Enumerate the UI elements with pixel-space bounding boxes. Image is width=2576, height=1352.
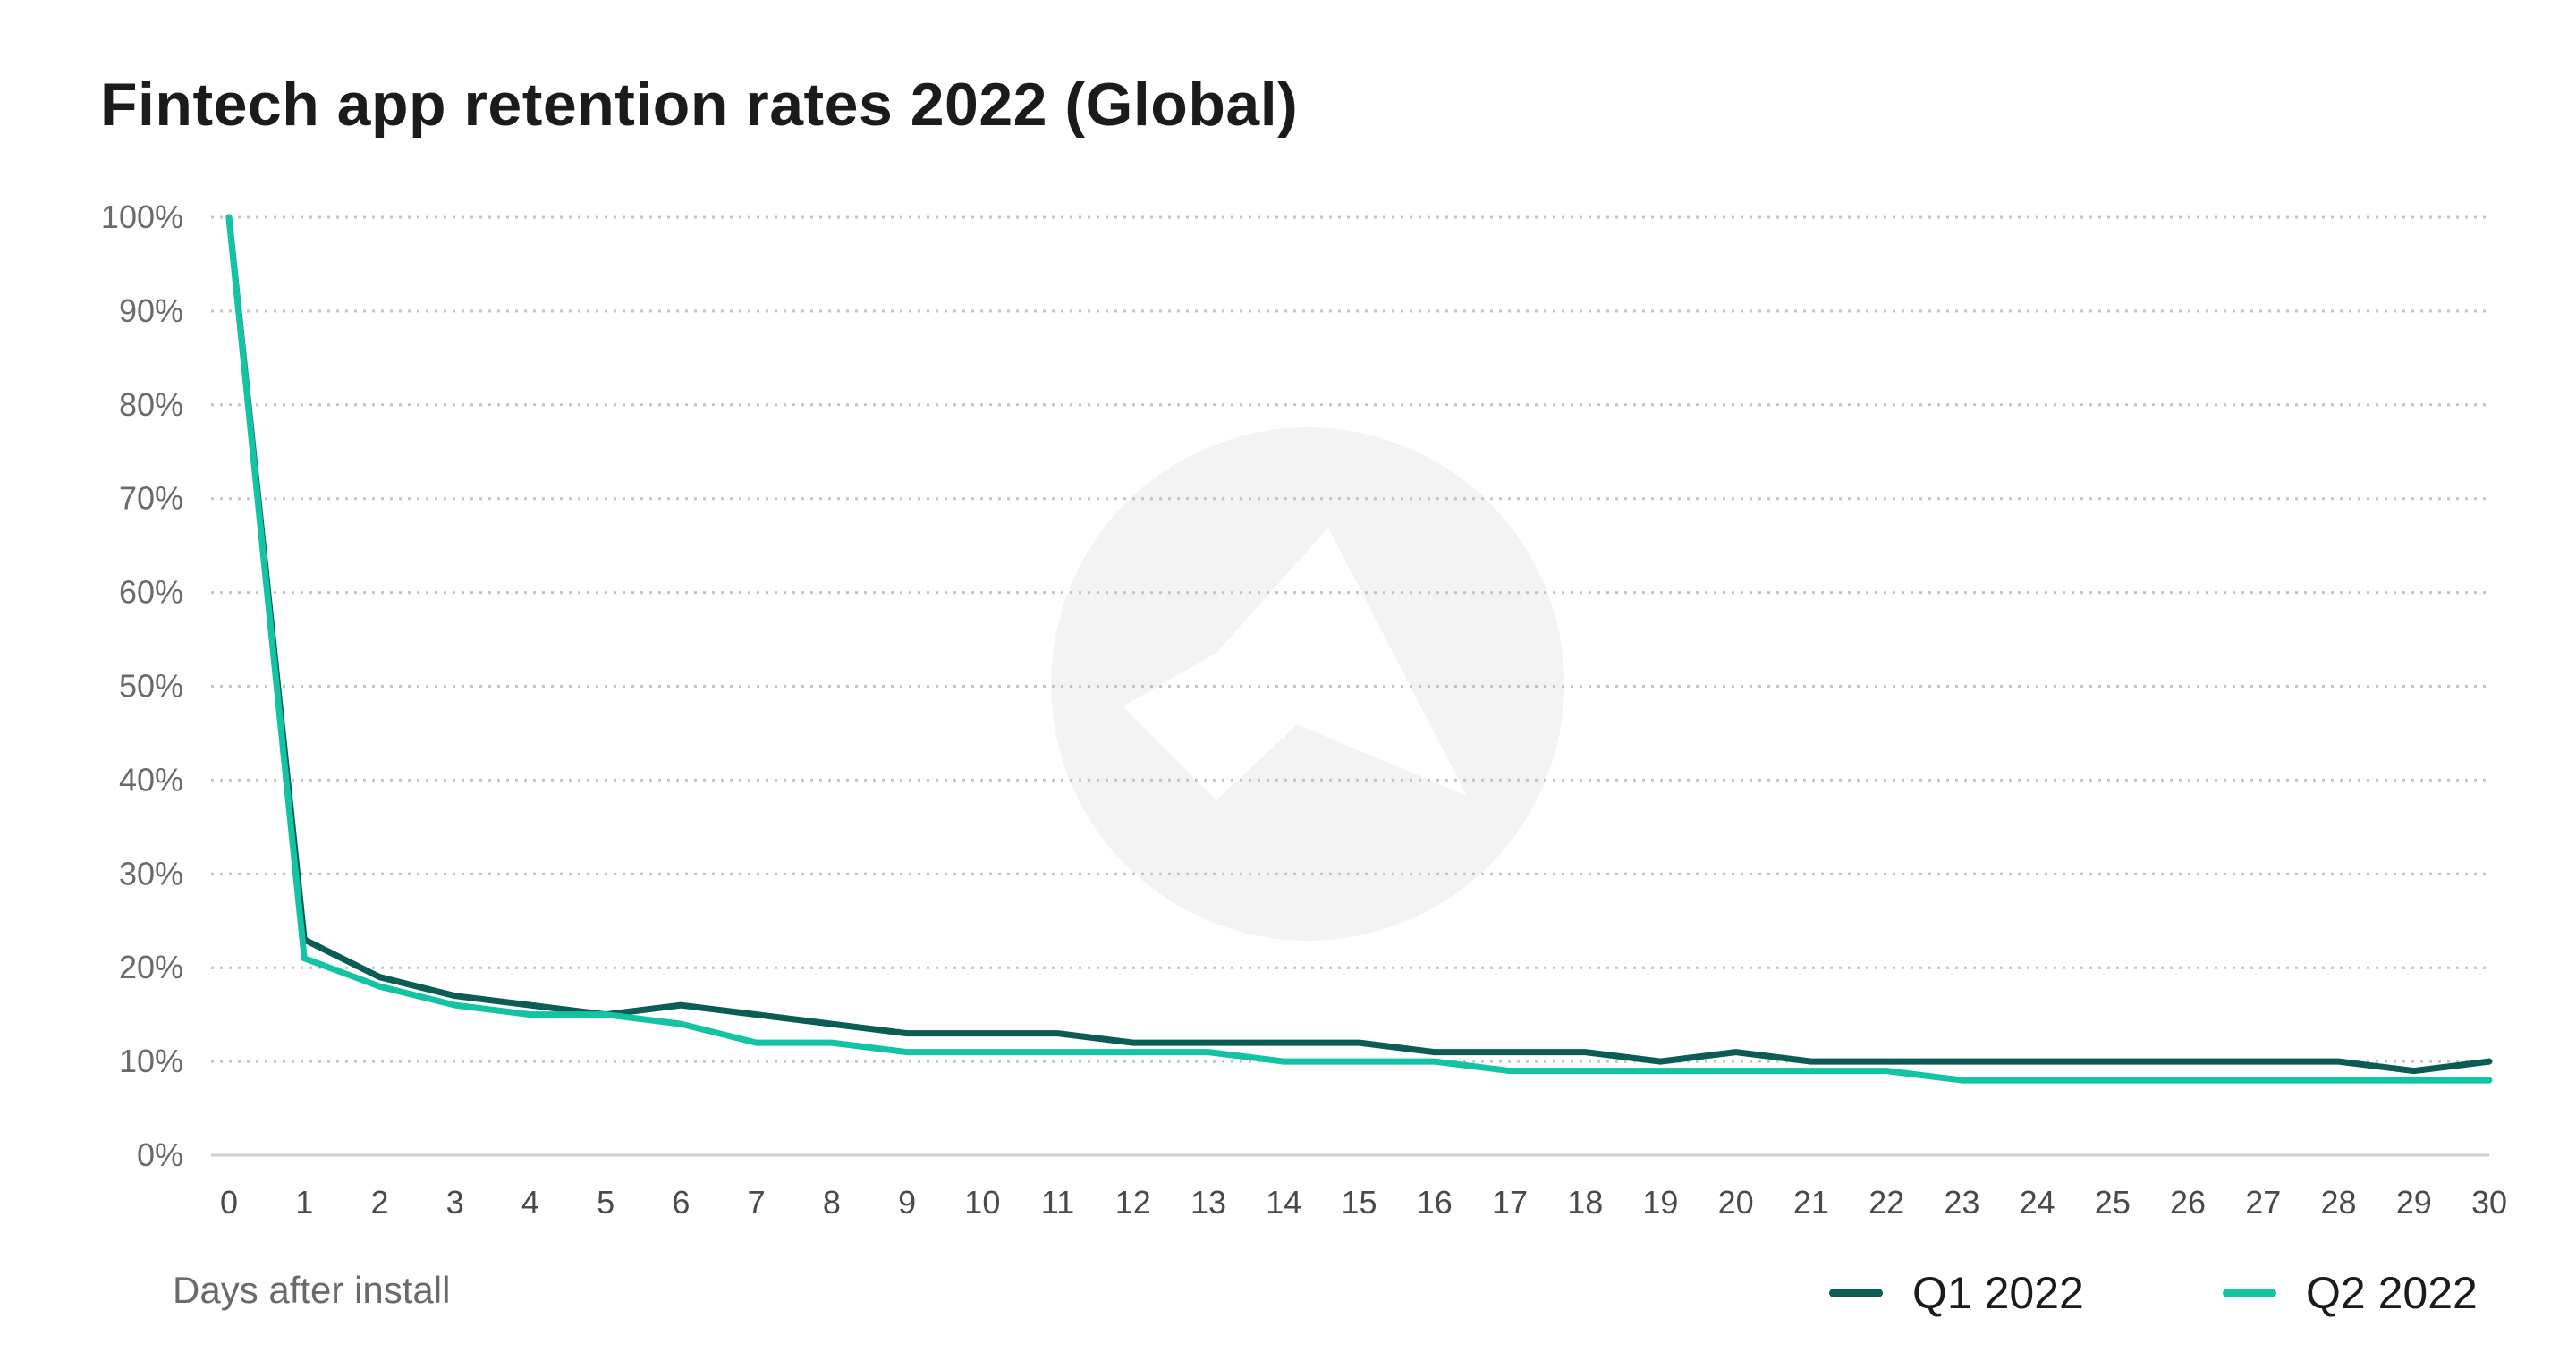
y-axis-ticks: 0% 10% 20% 30% 40% 50% 60% 70% 80% 90% 100% (101, 199, 183, 1173)
x-tick-label: 11 (1041, 1184, 1074, 1221)
x-tick-label: 0 (220, 1184, 238, 1221)
x-tick-label: 26 (2170, 1184, 2206, 1221)
x-tick-label: 13 (1191, 1184, 1226, 1221)
y-tick-label: 40% (119, 761, 183, 798)
x-tick-label: 9 (898, 1184, 916, 1221)
x-tick-label: 17 (1492, 1184, 1528, 1221)
chart-title: Fintech app retention rates 2022 (Global… (100, 71, 1299, 139)
x-tick-label: 27 (2245, 1184, 2281, 1221)
x-tick-label: 30 (2471, 1184, 2507, 1221)
y-tick-label: 20% (119, 949, 183, 985)
y-tick-label: 100% (101, 199, 183, 235)
legend: Q1 2022 Q2 2022 (1829, 1268, 2478, 1318)
x-tick-label: 10 (964, 1184, 1000, 1221)
x-tick-label: 14 (1266, 1184, 1301, 1221)
x-tick-label: 22 (1868, 1184, 1904, 1221)
y-tick-label: 70% (119, 480, 183, 517)
y-tick-label: 80% (119, 386, 183, 423)
x-tick-label: 25 (2095, 1184, 2131, 1221)
y-tick-label: 10% (119, 1043, 183, 1079)
x-tick-label: 2 (370, 1184, 388, 1221)
y-tick-label: 60% (119, 574, 183, 611)
x-tick-label: 18 (1567, 1184, 1603, 1221)
x-tick-label: 15 (1341, 1184, 1377, 1221)
x-tick-label: 21 (1793, 1184, 1829, 1221)
x-tick-label: 12 (1115, 1184, 1151, 1221)
x-tick-label: 3 (446, 1184, 464, 1221)
x-tick-label: 6 (672, 1184, 690, 1221)
y-tick-label: 50% (119, 668, 183, 705)
x-tick-label: 16 (1417, 1184, 1453, 1221)
series-line (225, 214, 2493, 1084)
x-tick-label: 19 (1642, 1184, 1678, 1221)
x-axis-ticks: 0 1 2 3 4 5 6 7 8 9 10 11 12 13 14 15 16 17 18 19 20 21 22 23 24… (220, 1184, 2507, 1221)
x-tick-label: 4 (521, 1184, 539, 1221)
x-tick-label: 28 (2321, 1184, 2357, 1221)
x-tick-label: 8 (823, 1184, 841, 1221)
x-tick-label: 29 (2396, 1184, 2432, 1221)
y-tick-label: 30% (119, 855, 183, 891)
x-tick-label: 5 (597, 1184, 614, 1221)
x-tick-label: 20 (1718, 1184, 1754, 1221)
x-tick-label: 23 (1944, 1184, 1979, 1221)
watermark-logo (1051, 427, 1564, 941)
x-tick-label: 7 (748, 1184, 766, 1221)
y-tick-label: 90% (119, 292, 183, 329)
series-lines (225, 214, 2493, 1084)
x-tick-label: 24 (2020, 1184, 2055, 1221)
x-tick-label: 1 (295, 1184, 313, 1221)
legend-label: Q2 2022 (2306, 1268, 2478, 1318)
legend-label: Q1 2022 (1912, 1268, 2084, 1318)
y-tick-label: 0% (137, 1137, 183, 1173)
x-axis-label: Days after install (173, 1269, 450, 1311)
